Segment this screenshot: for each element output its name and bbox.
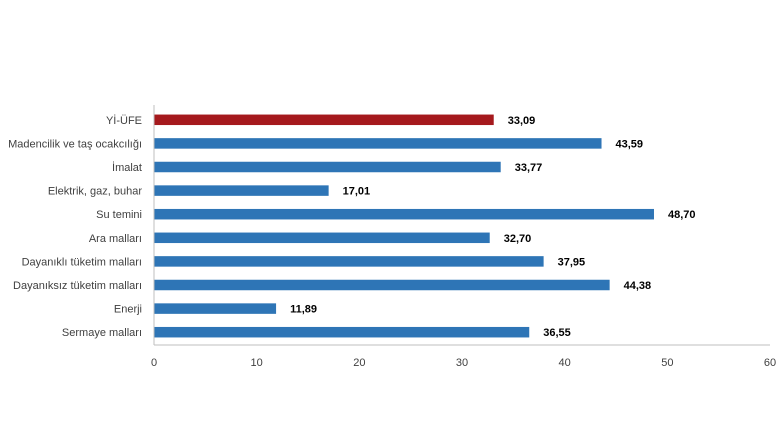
value-label: 48,70 (668, 209, 696, 221)
category-label: Dayanıksız tüketim malları (13, 280, 142, 292)
x-tick-label: 0 (151, 357, 157, 369)
bar-4 (154, 208, 654, 220)
bar-0 (154, 114, 494, 126)
bars-group (154, 114, 654, 338)
value-label: 33,09 (508, 115, 536, 127)
x-tick-label: 60 (764, 357, 776, 369)
bar-9 (154, 326, 530, 338)
value-label: 44,38 (624, 280, 652, 292)
category-label: Ara malları (89, 233, 142, 245)
value-label: 36,55 (543, 327, 571, 339)
bar-3 (154, 185, 329, 196)
x-tick-label: 20 (353, 357, 365, 369)
bar-5 (154, 232, 490, 244)
x-tick-label: 50 (661, 357, 673, 369)
value-label: 37,95 (558, 256, 586, 268)
x-axis-ticks: 0 10 20 30 40 50 60 (151, 357, 776, 369)
category-label: Yİ-ÜFE (106, 114, 142, 127)
bar-7 (154, 279, 610, 291)
bar-8 (154, 303, 277, 314)
bar-1 (154, 138, 602, 149)
value-label: 32,70 (504, 233, 532, 245)
category-labels: Yİ-ÜFE Madencilik ve taş ocakcılığı İmalat… (8, 114, 142, 339)
value-label: 17,01 (343, 186, 371, 198)
x-tick-label: 30 (456, 357, 468, 369)
category-label: Su temini (96, 209, 142, 221)
category-label: Dayanıklı tüketim malları (22, 256, 142, 268)
value-label: 11,89 (290, 304, 317, 316)
bar-2 (154, 161, 501, 173)
x-tick-label: 10 (251, 357, 263, 369)
value-labels: 33,09 43,59 33,77 17,01 48,70 32,70 37,95 44,38… (290, 115, 695, 339)
category-label: Madencilik ve taş ocakcılığı (8, 138, 142, 150)
value-label: 33,77 (515, 162, 543, 174)
category-label: Sermaye malları (62, 327, 142, 339)
category-label: Elektrik, gaz, buhar (48, 186, 142, 198)
bar-6 (154, 256, 544, 267)
value-label: 43,59 (616, 138, 644, 150)
category-label: Enerji (114, 304, 142, 316)
category-label: İmalat (112, 161, 142, 174)
x-tick-label: 40 (559, 357, 571, 369)
